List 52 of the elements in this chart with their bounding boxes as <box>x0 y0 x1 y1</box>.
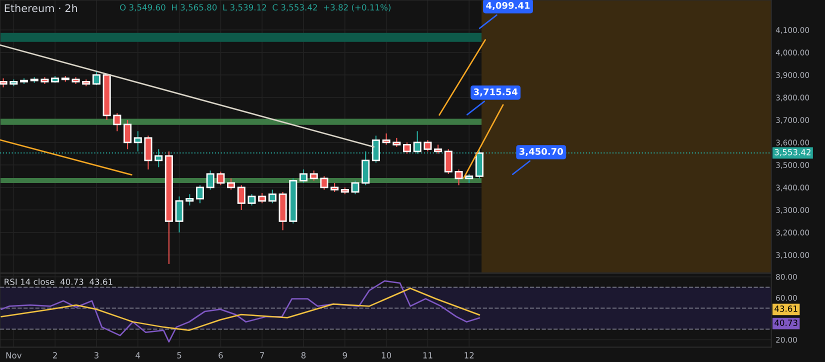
chart-title: Ethereum · 2h <box>4 4 78 12</box>
candlestick <box>258 192 266 204</box>
candlestick <box>351 180 360 195</box>
candlestick <box>434 144 442 154</box>
candlestick <box>310 170 318 182</box>
candlestick <box>175 196 184 233</box>
annotation: 3,715.54 <box>474 88 518 96</box>
candlestick <box>382 132 390 146</box>
x-tick-label: 5 <box>177 352 182 358</box>
candlestick <box>0 78 8 88</box>
x-tick-label: 9 <box>342 352 347 358</box>
candlestick <box>444 148 452 174</box>
candlestick <box>92 71 100 86</box>
candlestick <box>268 189 276 204</box>
annotation: 3,450.70 <box>519 148 563 156</box>
candlestick <box>454 168 463 186</box>
x-tick-label: 7 <box>260 352 264 358</box>
x-tick-label: 12 <box>464 352 474 358</box>
candlestick <box>134 130 142 152</box>
candlestick <box>196 184 204 204</box>
candlestick <box>124 119 132 150</box>
line-series <box>0 288 480 331</box>
candlestick <box>144 135 152 170</box>
candlestick <box>186 194 194 206</box>
x-tick-label: 3 <box>94 352 98 358</box>
candlestick <box>206 170 214 190</box>
ref-line-label: 3,553.42 <box>774 149 810 156</box>
candlestick <box>299 168 308 184</box>
text: RSI 14 close 40.73 43.61 <box>4 278 112 285</box>
candlestick <box>113 112 122 132</box>
chart-subtitle: O 3,549.60 H 3,565.80 L 3,539.12 C 3,553.42 +3.82 (+0.11%) <box>120 4 390 12</box>
x-tick-label: Nov <box>6 352 22 358</box>
line-series <box>0 280 480 343</box>
candlestick <box>320 176 328 190</box>
x-tick-label: 11 <box>423 352 432 358</box>
x-tick-label: 4 <box>136 352 140 358</box>
candlestick <box>403 142 412 154</box>
candlestick <box>216 171 225 186</box>
annotation: 4,099.41 <box>486 2 530 10</box>
candlestick <box>237 184 246 210</box>
candlestick <box>392 137 401 148</box>
annotation: 40.73 <box>774 320 798 326</box>
candlestick <box>248 194 256 206</box>
x-tick-label: 10 <box>382 352 392 358</box>
candlestick <box>424 140 432 152</box>
candlestick <box>330 182 339 192</box>
x-tick-label: 2 <box>53 352 57 358</box>
annotation: 43.61 <box>774 306 798 312</box>
x-tick-label: 6 <box>218 352 223 358</box>
x-tick-label: 8 <box>301 352 306 358</box>
candlestick <box>227 178 236 190</box>
candlestick <box>465 173 474 184</box>
